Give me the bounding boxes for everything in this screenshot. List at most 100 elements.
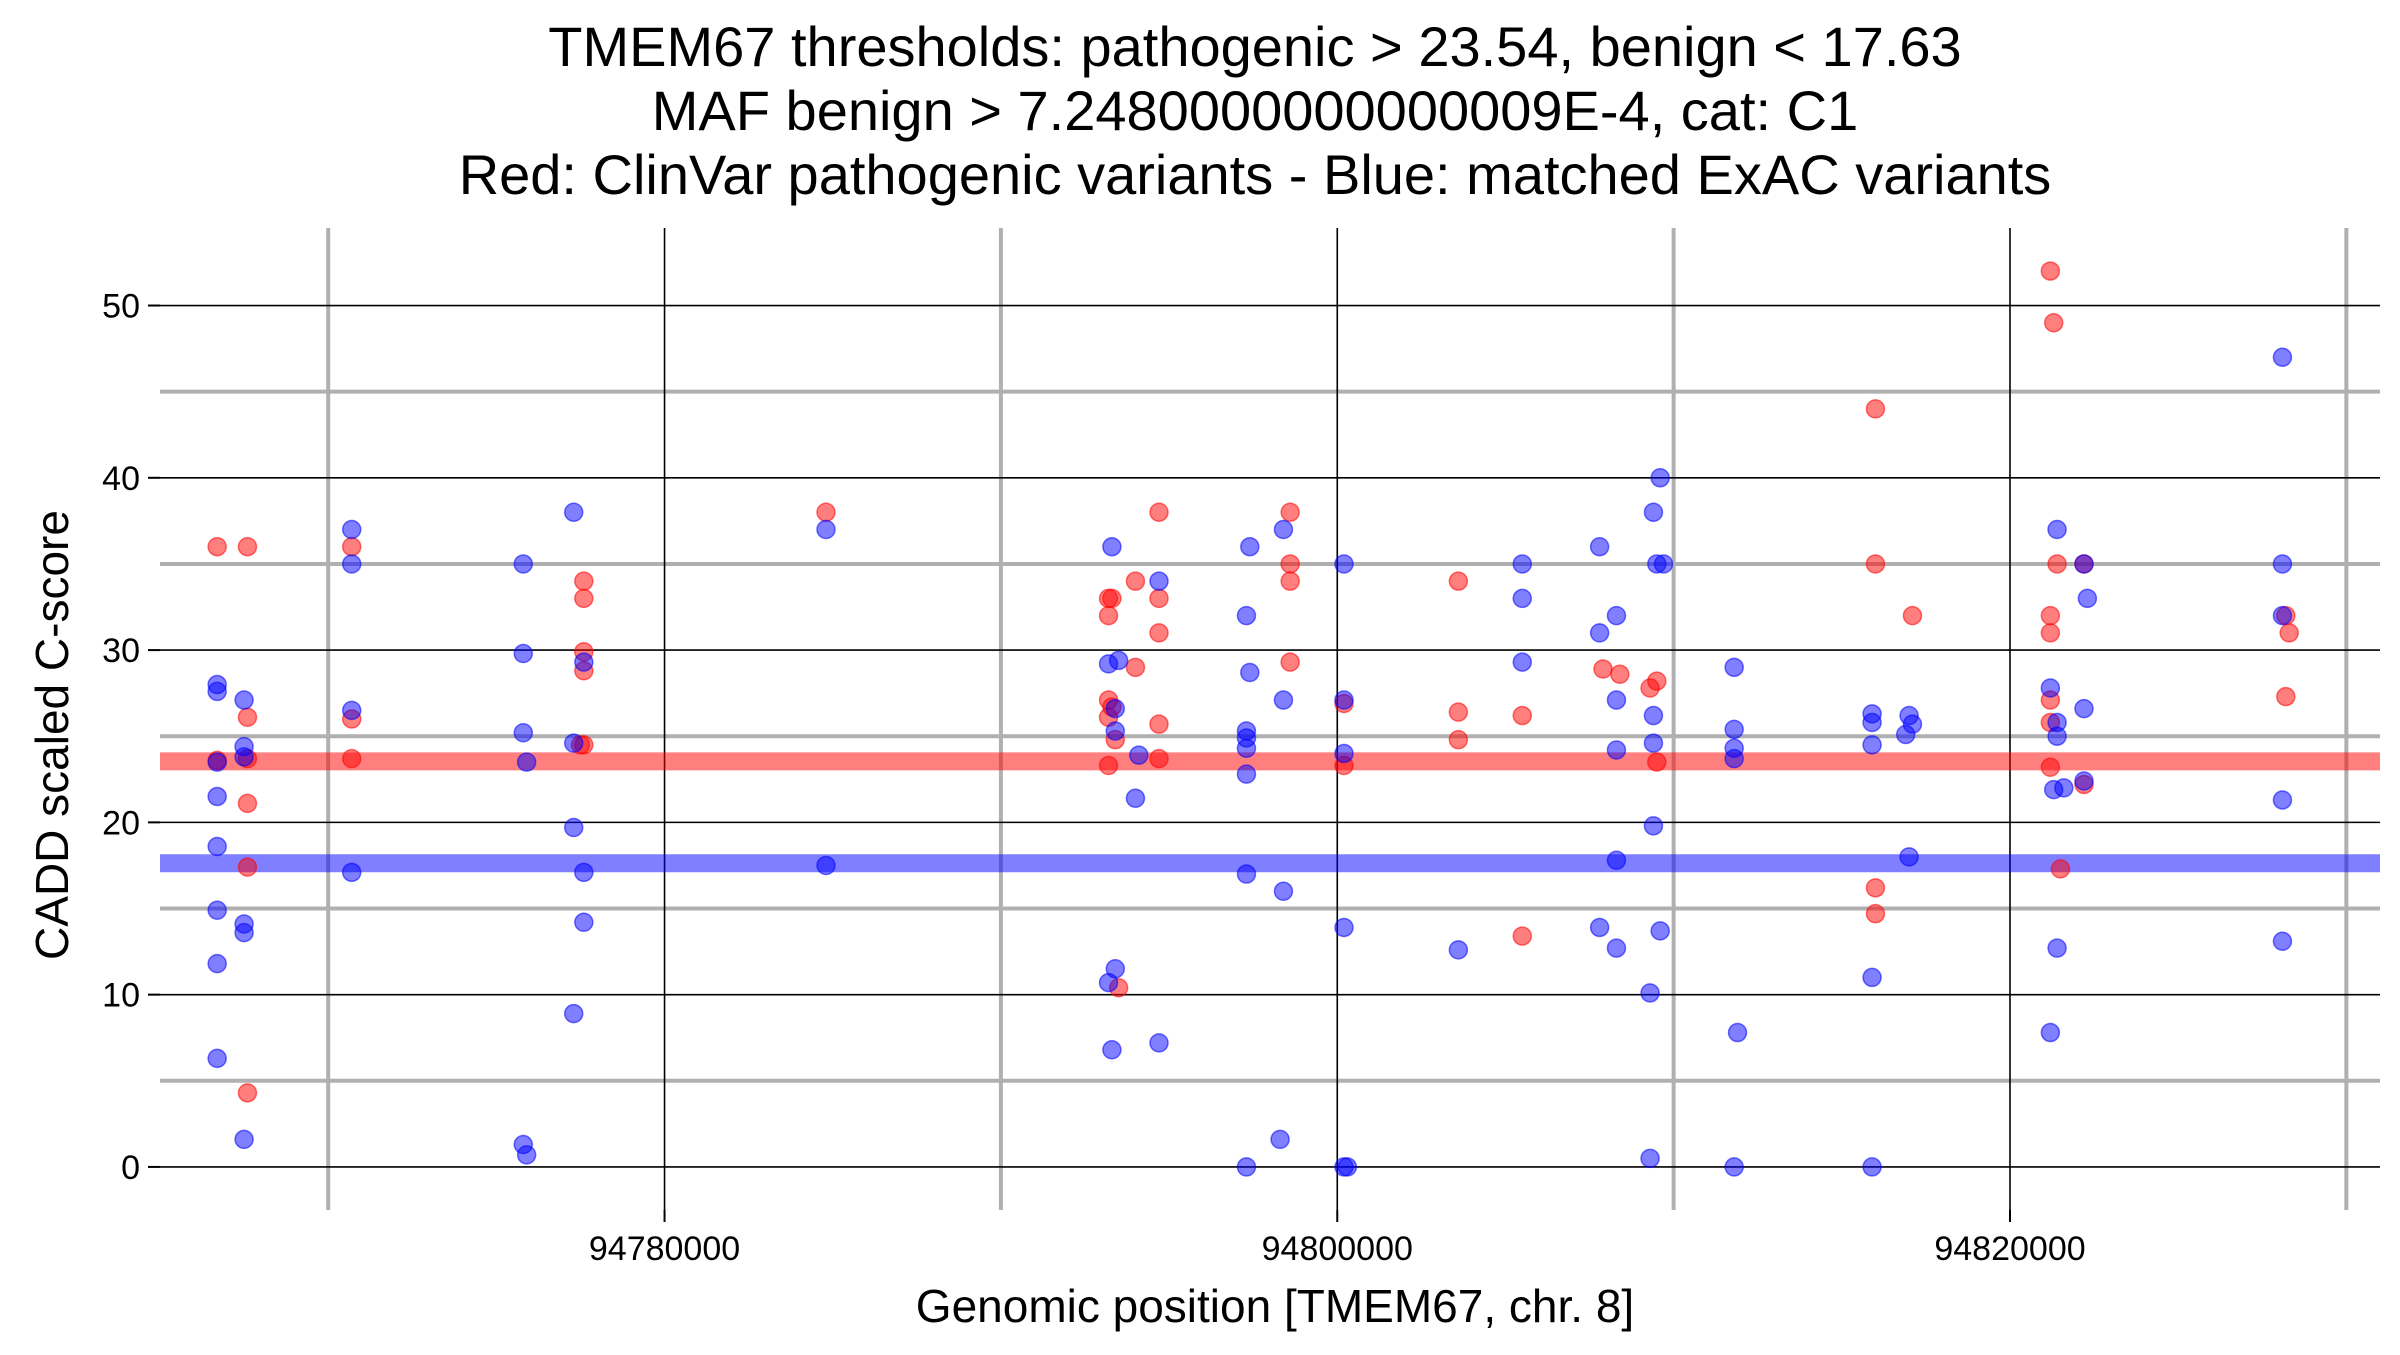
pathogenic-point: [1149, 748, 1169, 769]
exac-point: [1650, 921, 1670, 941]
y-tick-label: 30: [102, 632, 140, 670]
exac-point: [1862, 712, 1882, 733]
exac-point: [574, 652, 594, 672]
chart-title-line-1: TMEM67 thresholds: pathogenic > 23.54, b…: [548, 15, 1961, 78]
exac-point: [1727, 1022, 1748, 1043]
exac-point: [516, 752, 537, 772]
exac-point: [207, 681, 227, 702]
exac-point: [1270, 1129, 1290, 1150]
exac-point: [1589, 917, 1610, 938]
exac-point: [1334, 743, 1354, 764]
exac-point: [1862, 1157, 1882, 1177]
exac-point: [1105, 698, 1126, 719]
pathogenic-point: [237, 857, 258, 877]
exac-point: [1650, 468, 1670, 488]
pathogenic-point: [2040, 623, 2061, 643]
pathogenic-point: [1865, 878, 1886, 898]
y-tick-label: 10: [102, 977, 140, 1015]
pathogenic-point: [237, 793, 258, 814]
pathogenic-point: [341, 536, 362, 557]
exac-point: [1606, 740, 1627, 760]
exac-point: [563, 1003, 584, 1024]
pathogenic-point: [1280, 571, 1300, 591]
pathogenic-point: [1149, 502, 1169, 523]
pathogenic-point: [1149, 588, 1169, 609]
exac-point: [207, 953, 227, 974]
exac-point: [1724, 657, 1744, 678]
y-tick-label: 40: [102, 460, 140, 498]
exac-point: [1895, 724, 1916, 745]
exac-point: [2074, 554, 2094, 574]
exac-point: [2272, 931, 2293, 951]
data-points: [207, 261, 2299, 1177]
y-tick-label: 50: [102, 288, 140, 326]
pathogenic-point: [1865, 903, 1886, 924]
exac-point: [234, 1129, 254, 1150]
exac-point: [234, 747, 254, 767]
chart-title-line-2: MAF benign > 7.2480000000000009E-4, cat:…: [652, 79, 1858, 142]
chart-title-line-3: Red: ClinVar pathogenic variants - Blue:…: [459, 143, 2052, 206]
pathogenic-point: [1098, 605, 1119, 626]
exac-point: [207, 900, 227, 920]
pathogenic-point: [2043, 313, 2064, 333]
exac-point: [513, 554, 534, 574]
pathogenic-point: [1512, 926, 1533, 946]
pathogenic-point: [341, 748, 362, 769]
exac-point: [1236, 605, 1257, 626]
exac-point: [1102, 1040, 1122, 1060]
pathogenic-point: [2040, 261, 2061, 281]
pathogenic-point: [1125, 571, 1146, 591]
pathogenic-point: [1102, 588, 1122, 609]
y-tick-label: 20: [102, 804, 140, 842]
pathogenic-point: [1280, 554, 1300, 574]
pathogenic-point: [207, 536, 227, 557]
exac-point: [1512, 554, 1533, 574]
exac-point: [1606, 938, 1627, 958]
exac-point: [341, 862, 362, 883]
pathogenic-point: [2040, 605, 2061, 626]
exac-point: [563, 502, 584, 523]
exac-point: [1862, 967, 1882, 988]
exac-point: [2272, 790, 2293, 810]
exac-point: [816, 519, 836, 540]
exac-point: [234, 690, 254, 710]
exac-point: [1236, 738, 1257, 759]
exac-point: [1125, 788, 1146, 808]
pathogenic-point: [1149, 714, 1169, 734]
pathogenic-point: [2047, 554, 2067, 574]
exac-point: [1512, 588, 1533, 609]
pathogenic-point: [2276, 686, 2296, 707]
y-axis-label: CADD scaled C-score: [26, 510, 78, 960]
exac-point: [1108, 650, 1129, 671]
exac-point: [1647, 554, 1667, 574]
pathogenic-point: [2279, 623, 2299, 643]
pathogenic-point: [1098, 755, 1119, 776]
exac-point: [1724, 748, 1744, 769]
exac-point: [513, 643, 534, 664]
exac-point: [2272, 347, 2293, 367]
exac-point: [1606, 850, 1627, 871]
pathogenic-point: [237, 1083, 258, 1103]
exac-point: [1334, 917, 1354, 938]
exac-point: [1334, 690, 1354, 710]
exac-point: [207, 836, 227, 857]
exac-point: [234, 922, 254, 943]
exac-point: [207, 786, 227, 807]
exac-point: [2054, 778, 2074, 798]
pathogenic-point: [2050, 859, 2071, 879]
pathogenic-point: [1149, 623, 1169, 643]
y-axis: 0 10 20 30 40 50: [102, 288, 160, 1187]
pathogenic-point: [1280, 652, 1300, 672]
exac-point: [1334, 554, 1354, 574]
pathogenic-point: [574, 588, 594, 609]
x-tick-label: 94800000: [1262, 1230, 1413, 1268]
x-tick-label: 94820000: [1934, 1230, 2085, 1268]
pathogenic-point: [1512, 705, 1533, 726]
exac-point: [1640, 1148, 1660, 1169]
exac-point: [1273, 881, 1294, 902]
exac-point: [574, 912, 594, 933]
exac-point: [1273, 519, 1294, 540]
pathogenic-point: [1280, 502, 1300, 523]
